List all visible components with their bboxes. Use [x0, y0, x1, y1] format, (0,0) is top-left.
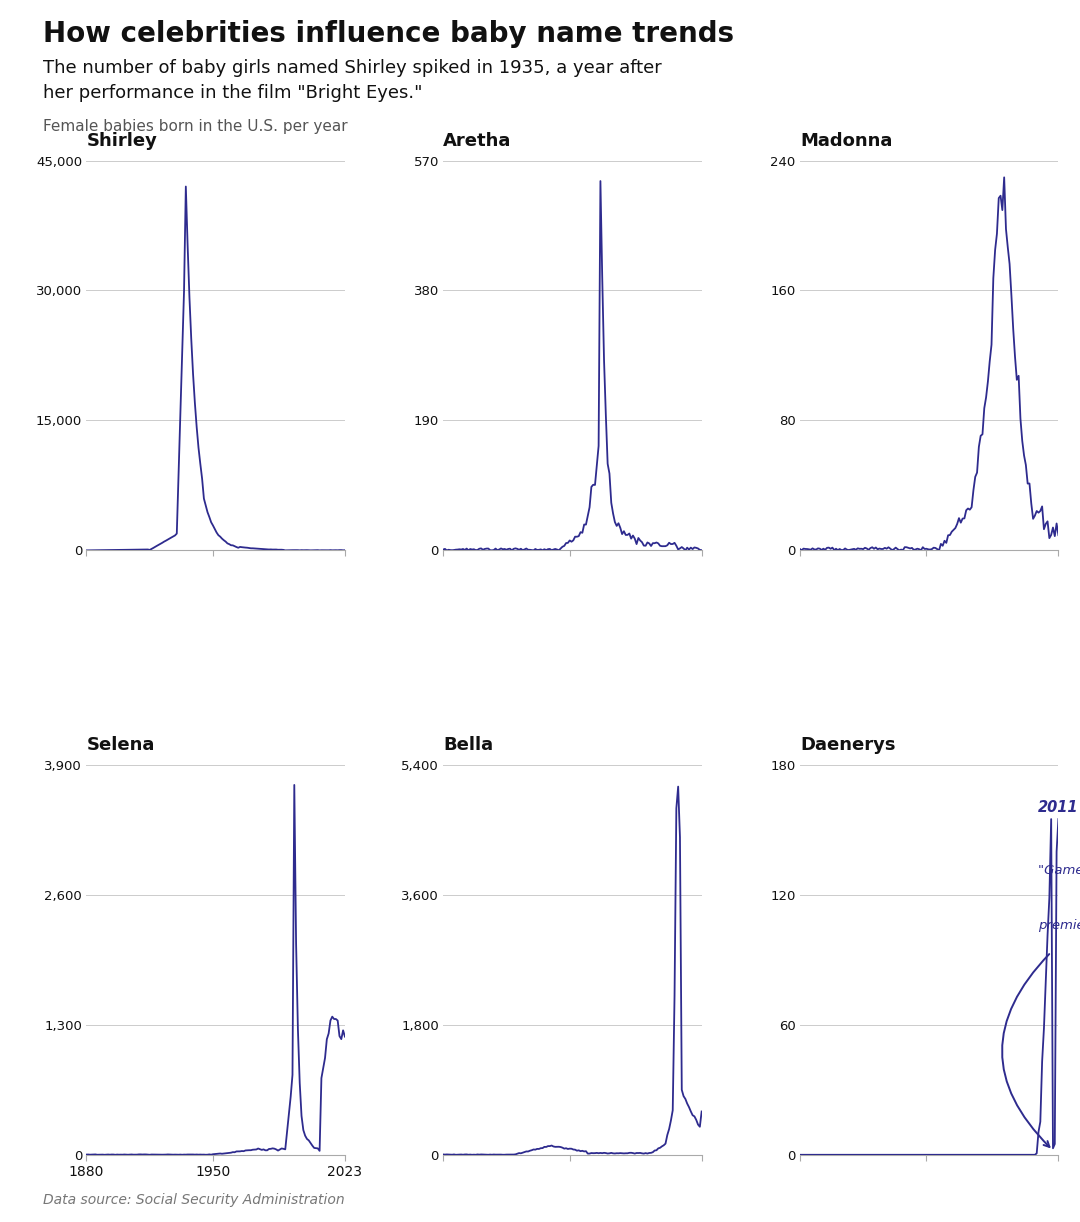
Text: Shirley: Shirley — [86, 132, 158, 150]
Text: Daenerys: Daenerys — [800, 736, 895, 754]
Text: Data source: Social Security Administration: Data source: Social Security Administrat… — [43, 1194, 345, 1207]
Text: How celebrities influence baby name trends: How celebrities influence baby name tren… — [43, 20, 734, 48]
Text: The number of baby girls named Shirley spiked in 1935, a year after
her performa: The number of baby girls named Shirley s… — [43, 59, 662, 101]
Text: 2011: 2011 — [1038, 799, 1078, 815]
Text: Bella: Bella — [443, 736, 494, 754]
Text: Madonna: Madonna — [800, 132, 892, 150]
Text: premieres: premieres — [1038, 919, 1080, 931]
Text: "Game of Thrones": "Game of Thrones" — [1038, 864, 1080, 877]
Text: Selena: Selena — [86, 736, 154, 754]
Text: Female babies born in the U.S. per year: Female babies born in the U.S. per year — [43, 119, 348, 133]
Text: Aretha: Aretha — [443, 132, 512, 150]
